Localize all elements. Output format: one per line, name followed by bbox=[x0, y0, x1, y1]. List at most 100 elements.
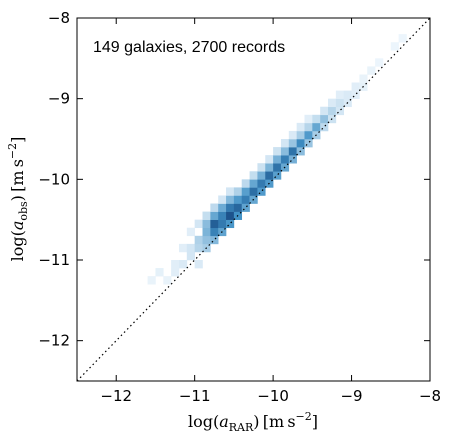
heatmap-cell bbox=[304, 122, 313, 132]
heatmap-cell bbox=[194, 219, 203, 229]
y-tick-label: −9 bbox=[48, 90, 70, 108]
heatmap-cell bbox=[288, 130, 297, 140]
heatmap-cell bbox=[390, 42, 399, 51]
y-label-suffix: ) [m s bbox=[8, 159, 27, 201]
heatmap-cell bbox=[226, 187, 235, 196]
x-label-suffix: ) [m s bbox=[253, 412, 295, 431]
y-axis-label: log(aobs) [m s−2] bbox=[6, 137, 30, 262]
heatmap-cell bbox=[273, 147, 282, 156]
heatmap-cell bbox=[249, 187, 258, 196]
heatmap-cell bbox=[312, 122, 321, 132]
y-label-sup: −2 bbox=[6, 143, 19, 159]
heatmap-cell bbox=[218, 219, 227, 229]
axis-ticks: −12 −11 −10 −9 −8 −12 −11 −10 −9 −8 bbox=[38, 9, 441, 405]
heatmap-cell bbox=[335, 90, 345, 99]
heatmap-cell bbox=[288, 139, 297, 148]
heatmap-cell bbox=[273, 171, 282, 180]
heatmap-cell bbox=[359, 74, 368, 83]
heatmap-cell bbox=[171, 268, 180, 277]
heatmap-cell bbox=[296, 139, 305, 148]
heatmap-cell bbox=[257, 163, 266, 172]
heatmap-cell bbox=[375, 58, 384, 67]
y-label-end: ] bbox=[8, 137, 27, 143]
heatmap-cell bbox=[147, 276, 156, 285]
x-label-sup: −2 bbox=[296, 410, 312, 423]
x-label-prefix: log( bbox=[188, 412, 219, 431]
heatmap-cell bbox=[351, 90, 360, 99]
heatmap-cell bbox=[202, 219, 211, 229]
x-label-var: a bbox=[219, 412, 229, 431]
heatmap-cell bbox=[186, 251, 195, 261]
heatmap-cell bbox=[320, 122, 329, 132]
heatmap-cell bbox=[296, 122, 305, 132]
heatmap-cell bbox=[249, 171, 258, 180]
x-label-end: ] bbox=[312, 412, 318, 431]
heatmap-cell bbox=[210, 227, 219, 237]
heatmap-cell bbox=[241, 203, 250, 212]
heatmap-cell bbox=[233, 203, 243, 212]
heatmap-cell bbox=[265, 163, 274, 172]
heatmap-cell bbox=[320, 114, 329, 124]
heatmap-cell bbox=[257, 187, 266, 196]
heatmap-cell bbox=[218, 195, 227, 204]
heatmap-cell bbox=[233, 187, 243, 196]
heatmap-cell bbox=[194, 243, 203, 253]
heatmap-cell bbox=[210, 211, 219, 220]
heatmap-cell bbox=[328, 98, 337, 108]
heatmap-cell bbox=[155, 268, 164, 277]
heatmap-cell bbox=[241, 195, 250, 204]
plot-frame bbox=[76, 17, 431, 382]
heatmap-cell bbox=[328, 106, 337, 116]
heatmap-cell bbox=[210, 203, 219, 212]
heatmap-cell bbox=[288, 155, 297, 164]
x-tick-label: −8 bbox=[419, 387, 441, 405]
heatmap-cell bbox=[280, 147, 290, 156]
heatmap-cell bbox=[202, 227, 211, 237]
x-tick-label: −9 bbox=[340, 387, 362, 405]
heatmap-cell bbox=[320, 106, 329, 116]
heatmap-cell bbox=[280, 139, 290, 148]
y-tick-label: −12 bbox=[38, 332, 70, 350]
heatmap-cell bbox=[218, 203, 227, 212]
y-tick-label: −10 bbox=[38, 170, 70, 188]
y-label-var: a bbox=[8, 221, 27, 231]
heatmap-cell bbox=[202, 235, 211, 245]
heatmap-cell bbox=[265, 155, 274, 164]
heatmap-cell bbox=[178, 243, 188, 253]
heatmap-cell bbox=[265, 171, 274, 180]
heatmap-cell bbox=[257, 171, 266, 180]
heatmap-cell bbox=[210, 219, 219, 229]
heatmap-cell bbox=[398, 34, 407, 43]
heatmap-cell bbox=[171, 260, 180, 269]
heatmap-cell bbox=[178, 260, 188, 269]
heatmap-cell bbox=[312, 114, 321, 124]
annotation-text: 149 galaxies, 2700 records bbox=[93, 39, 285, 56]
x-axis-label: log(aRAR) [m s−2] bbox=[188, 410, 318, 434]
heatmap-cell bbox=[202, 211, 211, 220]
heatmap-cell bbox=[257, 179, 266, 188]
heatmap-cell bbox=[226, 203, 235, 212]
y-tick-label: −11 bbox=[38, 251, 70, 269]
heatmap-cell bbox=[163, 276, 172, 285]
heatmap-cell bbox=[210, 235, 219, 245]
heatmap-cell bbox=[288, 147, 297, 156]
heatmap-cell bbox=[186, 227, 195, 237]
heatmap-cell bbox=[351, 82, 360, 91]
heatmap-cell bbox=[194, 235, 203, 245]
heatmap-cell bbox=[273, 155, 282, 164]
y-tick-label: −8 bbox=[48, 9, 70, 27]
x-tick-label: −12 bbox=[100, 387, 132, 405]
heatmap-cell bbox=[218, 211, 227, 220]
heatmap-cell bbox=[273, 163, 282, 172]
heatmap-cell bbox=[304, 114, 313, 124]
heatmap-cell bbox=[367, 66, 376, 75]
heatmap-cell bbox=[249, 179, 258, 188]
heatmap-cell bbox=[194, 260, 203, 269]
x-tick-label: −11 bbox=[179, 387, 211, 405]
heatmap-cell bbox=[186, 243, 195, 253]
x-label-sub: RAR bbox=[229, 421, 254, 434]
heatmap-cell bbox=[241, 179, 250, 188]
heatmap-cell bbox=[226, 211, 235, 220]
heatmap-cell bbox=[226, 219, 235, 229]
